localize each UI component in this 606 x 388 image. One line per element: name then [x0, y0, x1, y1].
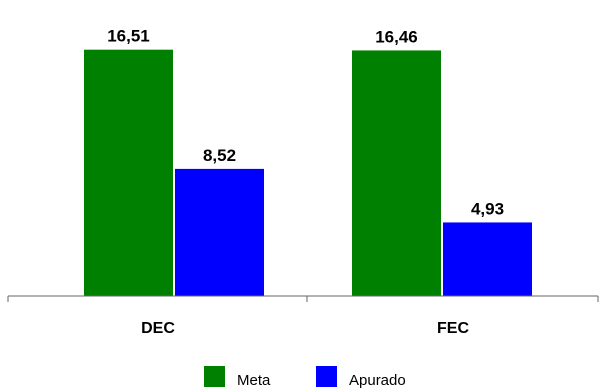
bar-apurado-fec: [443, 222, 532, 296]
data-label-apurado-fec: 4,93: [471, 199, 504, 218]
legend-swatch-apurado: [316, 366, 337, 387]
data-label-meta-fec: 16,46: [375, 27, 418, 46]
legend: Meta Apurado: [204, 366, 406, 388]
category-labels: DEC FEC: [141, 320, 469, 337]
data-labels: 16,51 8,52 16,46 4,93: [107, 27, 504, 219]
data-label-apurado-dec: 8,52: [203, 146, 236, 165]
x-axis: [7, 295, 599, 302]
bars-group: [84, 49, 532, 297]
bar-apurado-dec: [175, 168, 264, 296]
legend-label-meta: Meta: [237, 372, 271, 388]
category-label-fec: FEC: [437, 320, 469, 337]
bar-meta-dec: [84, 49, 173, 297]
bar-meta-fec: [352, 50, 441, 296]
legend-swatch-meta: [204, 366, 225, 387]
category-label-dec: DEC: [141, 320, 175, 337]
data-label-meta-dec: 16,51: [107, 27, 150, 46]
legend-label-apurado: Apurado: [349, 372, 406, 388]
